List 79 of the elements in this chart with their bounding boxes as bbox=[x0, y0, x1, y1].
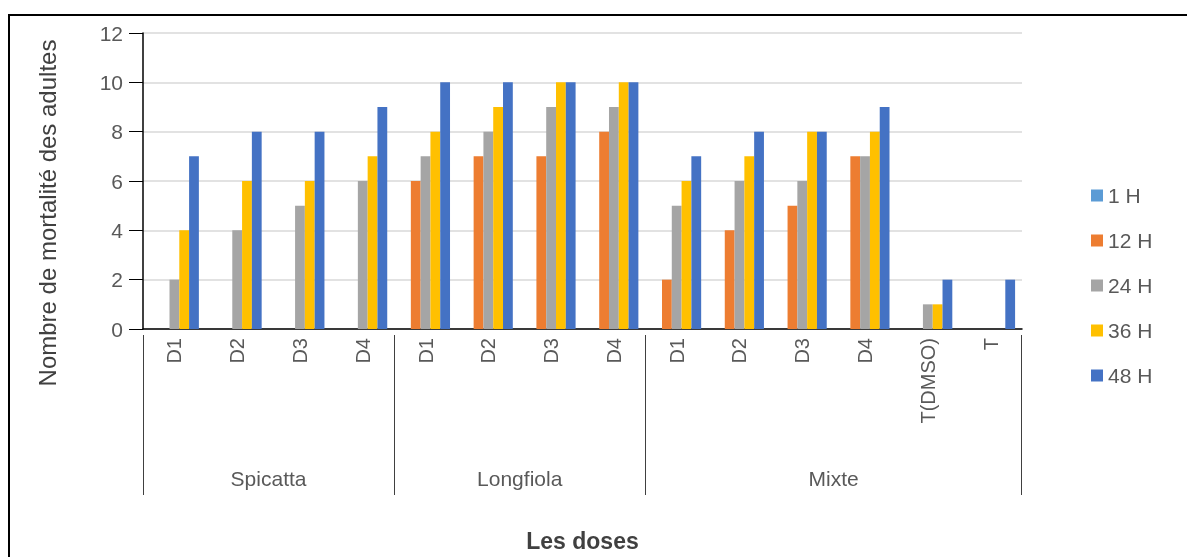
x-tick-label: D2 bbox=[728, 338, 751, 364]
bar bbox=[807, 131, 817, 329]
y-tick-label: 0 bbox=[111, 317, 123, 341]
y-tick-label: 2 bbox=[111, 268, 123, 292]
bar bbox=[734, 181, 745, 329]
bar bbox=[493, 107, 504, 329]
bar bbox=[1005, 279, 1016, 329]
x-tick-label: T(DMSO) bbox=[916, 338, 939, 424]
text: Mixte bbox=[808, 467, 859, 491]
bar bbox=[565, 82, 576, 329]
bar bbox=[483, 131, 494, 329]
bar bbox=[430, 131, 441, 329]
legend-label: 36 H bbox=[1108, 319, 1153, 342]
bar bbox=[232, 230, 243, 329]
bar bbox=[179, 230, 190, 329]
y-tick-label: 8 bbox=[111, 120, 123, 144]
legend-label: 1 H bbox=[1108, 184, 1141, 207]
bar bbox=[860, 156, 870, 329]
legend-label: 24 H bbox=[1108, 274, 1153, 297]
y-axis-title: Nombre de mortalité des adultes bbox=[33, 39, 61, 387]
bar bbox=[879, 107, 890, 329]
bar bbox=[251, 131, 262, 329]
bar bbox=[754, 131, 764, 329]
bar bbox=[942, 279, 953, 329]
bar bbox=[420, 156, 431, 329]
bar bbox=[367, 156, 378, 329]
bar bbox=[932, 304, 943, 329]
bar bbox=[628, 82, 639, 329]
x-tick-label: D3 bbox=[288, 338, 311, 364]
legend-label: 48 H bbox=[1108, 364, 1153, 387]
x-tick-label: D3 bbox=[791, 338, 814, 364]
bar bbox=[503, 82, 513, 329]
bar bbox=[295, 205, 305, 329]
bar bbox=[410, 181, 421, 329]
x-tick-label: D4 bbox=[351, 338, 374, 364]
x-tick-label: D1 bbox=[414, 338, 437, 364]
x-tick-label: D3 bbox=[540, 338, 563, 364]
bar bbox=[357, 181, 368, 329]
bar bbox=[691, 156, 702, 329]
x-tick-label: D4 bbox=[854, 338, 877, 364]
text: Spicatta bbox=[230, 467, 307, 491]
x-tick-label: D1 bbox=[665, 338, 688, 364]
x-tick-label: D1 bbox=[163, 338, 186, 364]
bar bbox=[546, 107, 556, 329]
bar bbox=[609, 107, 619, 329]
bar bbox=[787, 205, 798, 329]
bar bbox=[556, 82, 566, 329]
y-tick-label: 12 bbox=[99, 21, 123, 45]
y-tick-label: 6 bbox=[111, 169, 123, 193]
bar bbox=[724, 230, 735, 329]
bar bbox=[661, 279, 672, 329]
bar bbox=[816, 131, 827, 329]
bar bbox=[850, 156, 861, 329]
bar bbox=[440, 82, 451, 329]
bar bbox=[671, 205, 682, 329]
y-tick-label: 4 bbox=[111, 218, 124, 242]
bar bbox=[536, 156, 547, 329]
bar bbox=[314, 131, 325, 329]
bar bbox=[797, 181, 808, 329]
bar bbox=[304, 181, 315, 329]
bar bbox=[744, 156, 755, 329]
bar bbox=[377, 107, 388, 329]
bar bbox=[242, 181, 252, 329]
x-axis-title: Les doses bbox=[526, 527, 639, 554]
bar bbox=[169, 279, 180, 329]
legend-label: 12 H bbox=[1108, 229, 1153, 252]
x-tick-label: D2 bbox=[226, 338, 249, 364]
bar bbox=[869, 131, 880, 329]
x-tick-label: D4 bbox=[602, 338, 625, 364]
bar bbox=[922, 304, 933, 329]
bar bbox=[599, 131, 609, 329]
bar bbox=[618, 82, 629, 329]
text: Longfiola bbox=[477, 467, 563, 491]
bar bbox=[681, 181, 692, 329]
bar bbox=[189, 156, 199, 329]
x-tick-label: D2 bbox=[477, 338, 500, 364]
x-tick-label: T bbox=[979, 338, 1002, 351]
bar bbox=[473, 156, 484, 329]
y-tick-label: 10 bbox=[99, 70, 123, 94]
